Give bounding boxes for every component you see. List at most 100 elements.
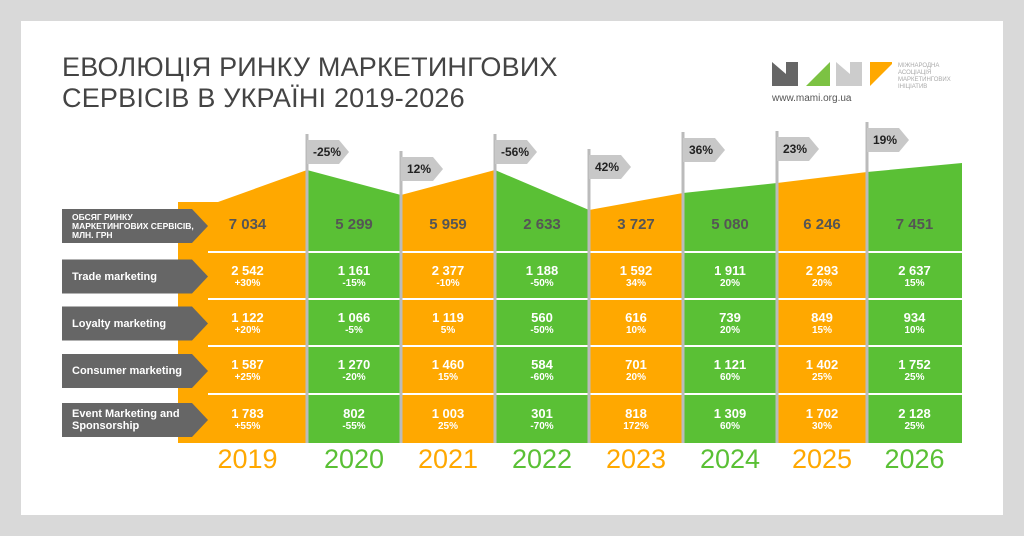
table-cell: 802 -55%	[307, 406, 401, 433]
row-label-arrow	[62, 209, 208, 243]
table-cell: 1 003 25%	[401, 407, 495, 433]
cell-value: 818	[625, 406, 647, 421]
cell-growth: +55%	[234, 421, 261, 432]
column-2019	[178, 170, 307, 443]
flag-2023	[589, 155, 631, 179]
flag-2024	[683, 138, 725, 162]
cell-growth: 20%	[811, 277, 832, 289]
cell-value: 1 309	[713, 406, 747, 421]
cell-growth: +30%	[234, 277, 261, 289]
cell-value: 301	[531, 406, 553, 421]
cell-value: 1 402	[805, 357, 839, 372]
year-label-2020: 2020	[323, 444, 385, 474]
cell-growth: -55%	[342, 421, 366, 432]
cell-value: 1 587	[231, 357, 264, 372]
cell-growth: 15%	[437, 372, 458, 383]
logo-text: МІЖНАРОДНА АСОЦІАЦІЯ МАРКЕТИНГОВИХ ІНІЦІ…	[898, 63, 951, 90]
total-value-2023: 3 727	[617, 216, 655, 233]
table-cell: 301 -70%	[495, 406, 589, 433]
table-cell: 1 122 +20%	[178, 309, 317, 336]
cell-value: 1 270	[337, 357, 371, 372]
cell-value: 2 542	[231, 262, 264, 278]
cell-growth: 60%	[719, 372, 740, 383]
cell-value: 849	[811, 309, 833, 325]
year-label-2019: 2019	[217, 444, 278, 474]
cell-value: 584	[531, 357, 553, 372]
row-label: Consumer marketing	[72, 365, 183, 377]
table-cell: 739 20%	[683, 309, 777, 336]
cell-growth: 10%	[625, 324, 646, 336]
cell-growth: 60%	[719, 421, 740, 432]
cell-value: 1 161	[337, 262, 371, 278]
column-2023	[589, 193, 683, 443]
cell-growth: 20%	[719, 277, 740, 289]
year-label-2022: 2022	[511, 444, 573, 474]
growth-label-2025: 23%	[783, 142, 808, 156]
total-value-2025: 6 246	[803, 216, 841, 233]
year-label-2021: 2021	[417, 444, 479, 474]
cell-growth: 25%	[904, 421, 925, 432]
growth-label-2021: 12%	[407, 162, 432, 176]
growth-label-2020: -25%	[313, 145, 342, 159]
column-2022	[495, 170, 589, 443]
total-value-2024: 5 080	[711, 216, 749, 233]
cell-value: 1 592	[619, 262, 653, 278]
year-label-2024: 2024	[699, 444, 761, 474]
cell-value: 2 637	[898, 262, 931, 278]
table-cell: 1 309 60%	[683, 406, 777, 433]
growth-label-2026: 19%	[873, 133, 898, 147]
year-label-2025: 2025	[791, 444, 853, 474]
mami-logo-icon	[772, 62, 892, 86]
year-label-2023: 2023	[605, 444, 667, 474]
flag-2022	[495, 140, 537, 164]
cell-growth: -50%	[530, 277, 554, 289]
table-cell: 1 752 25%	[867, 357, 962, 384]
cell-value: 1 188	[525, 262, 559, 278]
table-cell: 2 377 -10%	[401, 263, 495, 289]
table-cell: 1 702 30%	[777, 407, 867, 433]
table-cell: 818 172%	[589, 406, 683, 433]
table-cell: 1 270 -20%	[307, 357, 401, 384]
table-cell: 1 911 20%	[683, 263, 777, 289]
cell-value: 1 460	[431, 357, 465, 372]
cell-growth: 15%	[904, 277, 925, 289]
table-cell: 1 783 +55%	[178, 406, 317, 433]
total-value-2026: 7 451	[895, 216, 934, 233]
flag-2021	[401, 157, 443, 181]
cell-value: 1 066	[337, 309, 371, 325]
flag-2020	[307, 140, 349, 164]
logo-url: www.mami.org.ua	[772, 93, 852, 104]
cell-value: 1 121	[713, 357, 747, 372]
table-cell: 1 066 -5%	[307, 309, 401, 336]
cell-value: 560	[531, 309, 553, 325]
table-cell: 616 10%	[589, 310, 683, 336]
table-cell: 560 -50%	[495, 309, 589, 336]
cell-growth: -20%	[342, 372, 366, 383]
total-value-2020: 5 299	[335, 216, 373, 233]
cell-value: 934	[903, 309, 926, 325]
cell-value: 1 752	[898, 357, 931, 372]
cell-value: 739	[719, 309, 741, 325]
flag-2026	[867, 128, 909, 152]
cell-growth: 10%	[904, 324, 925, 336]
cell-value: 1 119	[432, 309, 464, 325]
table-cell: 934 10%	[867, 309, 962, 336]
table-cell: 1 161 -15%	[307, 262, 401, 289]
table-cell: 584 -60%	[495, 357, 589, 384]
column-2020	[307, 170, 401, 443]
growth-label-2023: 42%	[595, 160, 620, 174]
cell-value: 1 122	[231, 309, 264, 325]
row-label-arrow	[62, 403, 208, 437]
table-cell: 2 542 +30%	[178, 262, 317, 289]
cell-value: 1 783	[231, 406, 264, 421]
cell-growth: 20%	[719, 324, 740, 336]
cell-value: 802	[343, 406, 365, 421]
total-label: ОБСЯГ РИНКУ МАРКЕТИНГОВИХ СЕРВІСІВ, МЛН.…	[72, 211, 194, 240]
cell-value: 701	[625, 357, 647, 372]
total-value-2021: 5 959	[429, 216, 467, 233]
table-cell: 1 119 5%	[401, 309, 495, 336]
cell-growth: 34%	[625, 277, 646, 289]
row-label: Trade marketing	[72, 270, 157, 283]
cell-growth: -60%	[530, 372, 554, 383]
cell-growth: -5%	[345, 324, 363, 336]
